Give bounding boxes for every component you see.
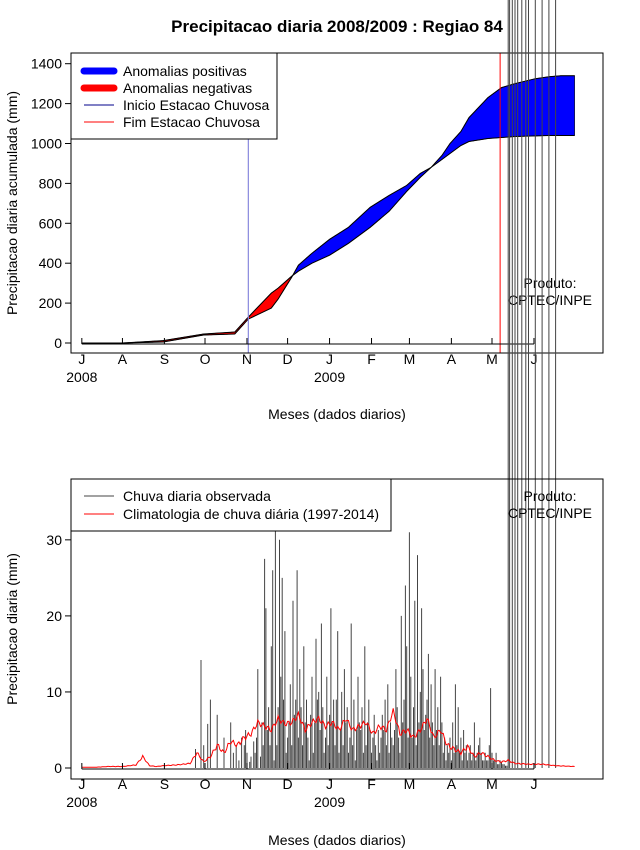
y-tick-label: 800 [39,175,63,191]
x-tick-label: A [447,776,457,792]
legend-item-observed: Chuva diaria observada [84,488,271,504]
chart-title: Precipitacao diaria 2008/2009 : Regiao 8… [171,17,503,36]
cumulative-panel: Precipitacao diaria 2008/2009 : Regiao 8… [4,17,604,422]
observed-rain-bars [195,0,557,768]
x-axis: J A S O N D J F M A M J 2008 2009 [66,338,537,385]
x-tick-label: J [530,776,537,792]
plot-frame [70,52,604,354]
year-label: 2009 [314,794,345,810]
legend-label: Climatologia de chuva diária (1997-2014) [123,506,379,522]
year-label: 2008 [66,794,97,810]
product-source: CPTEC/INPE [508,292,592,308]
x-axis-label: Meses (dados diarios) [268,406,406,422]
observed-cumulative-line [81,75,575,344]
y-axis-label: Precipitacao diaria acumulada (mm) [4,91,20,315]
daily-rain-panel: 0 10 20 30 J A S O N D J F M A M J 2008 2009 Meses (dado… [4,0,604,848]
year-label: 2008 [66,369,97,385]
y-axis: 0 10 20 30 [46,532,71,776]
legend-label: Fim Estacao Chuvosa [123,114,260,130]
x-tick-label: F [367,351,376,367]
product-source: CPTEC/INPE [508,505,592,521]
y-tick-label: 1400 [31,56,62,72]
x-tick-label: J [530,351,537,367]
x-tick-label: M [486,776,498,792]
x-tick-label: J [78,351,85,367]
y-tick-label: 400 [39,255,63,271]
x-tick-label: N [242,776,252,792]
x-tick-label: M [404,776,416,792]
negative-anomaly-area [123,273,294,344]
x-tick-label: J [326,776,333,792]
x-axis-label: Meses (dados diarios) [268,832,406,848]
x-tick-label: A [447,351,457,367]
y-tick-label: 0 [54,335,62,351]
x-tick-label: N [242,351,252,367]
legend: Anomalias positivas Anomalias negativas … [70,52,278,140]
x-tick-label: S [160,351,169,367]
x-tick-label: J [78,776,85,792]
y-axis-label: Precipitacao diaria (mm) [4,553,20,705]
x-tick-label: A [118,351,128,367]
x-tick-label: J [326,351,333,367]
x-axis: J A S O N D J F M A M J 2008 2009 [66,763,537,810]
legend-label: Inicio Estacao Chuvosa [123,97,270,113]
x-tick-label: O [200,776,211,792]
legend-box [70,52,278,140]
legend-item-onset: Inicio Estacao Chuvosa [84,97,270,113]
legend-box [70,478,392,532]
legend-item-climatology: Climatologia de chuva diária (1997-2014) [84,506,379,522]
legend-item-positive: Anomalias positivas [80,63,247,79]
y-tick-label: 1000 [31,136,62,152]
product-label: Produto: [524,275,577,291]
legend-label: Anomalias positivas [123,63,247,79]
product-label: Produto: [524,488,577,504]
x-tick-label: D [283,351,293,367]
y-tick-label: 10 [46,684,62,700]
y-axis: 0 200 400 600 800 1000 1200 1400 [31,56,71,351]
x-tick-label: A [118,776,128,792]
legend: Chuva diaria observada Climatologia de c… [70,478,392,532]
legend-label: Chuva diaria observada [123,488,271,504]
x-tick-label: D [283,776,293,792]
y-tick-label: 200 [39,295,63,311]
x-tick-label: O [200,351,211,367]
legend-item-negative: Anomalias negativas [80,80,252,96]
y-tick-label: 30 [46,532,62,548]
x-tick-label: M [404,351,416,367]
x-tick-label: F [367,776,376,792]
legend-label: Anomalias negativas [123,80,252,96]
legend-item-end: Fim Estacao Chuvosa [84,114,260,130]
y-tick-label: 20 [46,608,62,624]
climatology-cumulative-line [81,135,575,344]
y-tick-label: 0 [54,760,62,776]
x-tick-label: S [160,776,169,792]
year-label: 2009 [314,369,345,385]
y-tick-label: 600 [39,215,63,231]
x-tick-label: M [486,351,498,367]
positive-anomaly-area [292,75,575,276]
y-tick-label: 1200 [31,96,62,112]
